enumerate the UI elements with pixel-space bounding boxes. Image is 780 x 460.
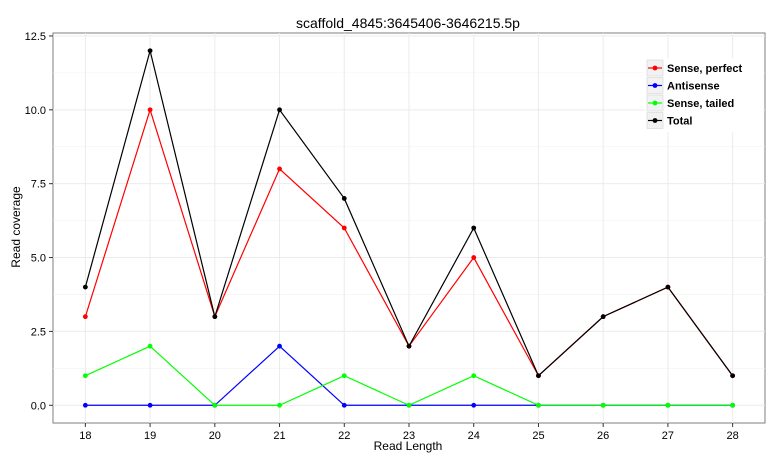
data-point-sense-tailed: [82, 373, 88, 379]
data-point-sense-tailed: [730, 402, 736, 408]
axes: 0.0 2.5 5.0 7.5 10.0 12.5 18 19 20 21 22 23 24 25 26 27…: [25, 31, 739, 442]
data-point-sense-tailed: [212, 402, 218, 408]
y-axis-title: Read coverage: [9, 186, 23, 268]
data-point-sense-tailed: [471, 373, 477, 379]
data-point-antisense: [471, 402, 477, 408]
x-tick-label: 21: [273, 430, 285, 442]
chart-title: scaffold_4845:3645406-3646215.5p: [296, 15, 520, 31]
x-axis-title: Read Length: [374, 439, 443, 453]
legend-label-antisense: Antisense: [667, 81, 720, 93]
data-point-sense-perfect: [471, 255, 477, 260]
data-point-sense-tailed: [341, 373, 347, 379]
x-tick-label: 22: [338, 430, 350, 442]
data-point-total: [730, 373, 736, 379]
legend-marker-sense-tailed: [652, 100, 658, 106]
data-point-antisense: [82, 402, 88, 408]
data-point-total: [406, 343, 412, 349]
legend-marker-total: [652, 118, 658, 123]
x-tick-label: 23: [403, 430, 415, 442]
data-point-total: [471, 225, 477, 231]
data-point-sense-tailed: [147, 343, 153, 349]
data-point-total: [536, 373, 541, 379]
data-point-total: [82, 284, 88, 290]
x-tick-label: 25: [532, 430, 544, 442]
x-tick-label: 24: [468, 430, 480, 442]
data-point-sense-perfect: [147, 107, 153, 113]
x-tick-label: 19: [144, 430, 156, 442]
data-point-total: [277, 107, 282, 113]
legend-marker-antisense: [652, 83, 658, 88]
data-point-total: [147, 48, 153, 54]
legend-label-sense-perfect: Sense, perfect: [667, 63, 743, 75]
data-point-sense-tailed: [277, 402, 282, 408]
x-tick-label: 18: [79, 430, 91, 442]
data-point-sense-tailed: [536, 402, 541, 408]
legend-marker-sense-perfect: [652, 65, 658, 71]
data-point-sense-tailed: [600, 402, 606, 408]
y-tick-label: 12.5: [25, 31, 46, 43]
data-point-antisense: [147, 402, 153, 408]
legend-label-total: Total: [667, 116, 692, 128]
y-tick-label: 10.0: [25, 105, 46, 117]
x-tick-label: 20: [209, 430, 221, 442]
y-tick-label: 2.5: [31, 326, 46, 338]
legend-box: [645, 58, 763, 132]
data-point-total: [665, 284, 671, 290]
data-point-antisense: [341, 402, 347, 408]
data-point-sense-tailed: [665, 402, 671, 408]
data-point-sense-perfect: [277, 166, 282, 172]
series-group: [82, 48, 736, 408]
data-point-sense-perfect: [82, 314, 88, 320]
y-tick-label: 7.5: [31, 179, 46, 191]
legend: Sense, perfect Antisense Sense, tailed Tota…: [645, 58, 763, 132]
x-tick-label: 28: [727, 430, 739, 442]
data-point-total: [341, 196, 347, 201]
y-tick-label: 5.0: [31, 253, 46, 265]
data-point-total: [600, 314, 606, 320]
data-point-antisense: [277, 343, 282, 349]
data-point-sense-tailed: [406, 402, 412, 408]
legend-label-sense-tailed: Sense, tailed: [667, 98, 734, 110]
x-tick-label: 27: [662, 430, 674, 442]
data-point-sense-perfect: [341, 225, 347, 231]
data-point-total: [212, 314, 218, 320]
x-tick-label: 26: [597, 430, 609, 442]
y-tick-label: 0.0: [31, 400, 46, 412]
